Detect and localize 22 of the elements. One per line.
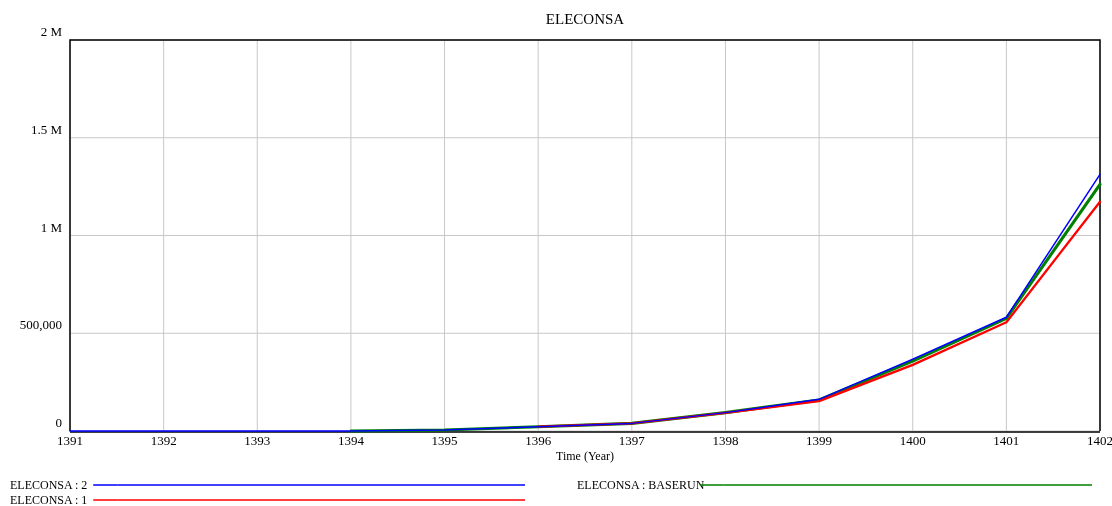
y-tick-label: 1 M	[40, 219, 63, 235]
x-tick-label: 1399	[806, 433, 833, 448]
x-tick-label: 1401	[993, 433, 1020, 448]
x-tick-label: 1396	[525, 433, 552, 448]
x-tick-label: 1400	[899, 433, 926, 448]
y-tick-label: 500,000	[19, 317, 62, 333]
y-tick-label: 2 M	[40, 24, 63, 40]
legend-label: ELECONSA : BASERUN	[577, 478, 705, 492]
y-tick-label: 1.5 M	[30, 121, 63, 137]
x-tick-label: 1395	[431, 433, 458, 448]
x-tick-label: 1394	[337, 433, 365, 448]
chart-title: ELECONSA	[545, 11, 625, 27]
x-tick-label: 1397	[618, 433, 646, 448]
x-tick-label: 1393	[244, 433, 271, 448]
legend-label: ELECONSA : 1	[10, 493, 88, 506]
x-tick-label: 1402	[1087, 433, 1112, 448]
x-axis-title: Time (Year)	[555, 449, 615, 463]
legend-label: ELECONSA : 2	[10, 478, 88, 492]
x-tick-label: 1392	[150, 433, 177, 448]
x-tick-label: 1391	[57, 433, 83, 448]
y-tick-label: 0	[55, 415, 62, 431]
x-tick-label: 1398	[712, 433, 739, 448]
